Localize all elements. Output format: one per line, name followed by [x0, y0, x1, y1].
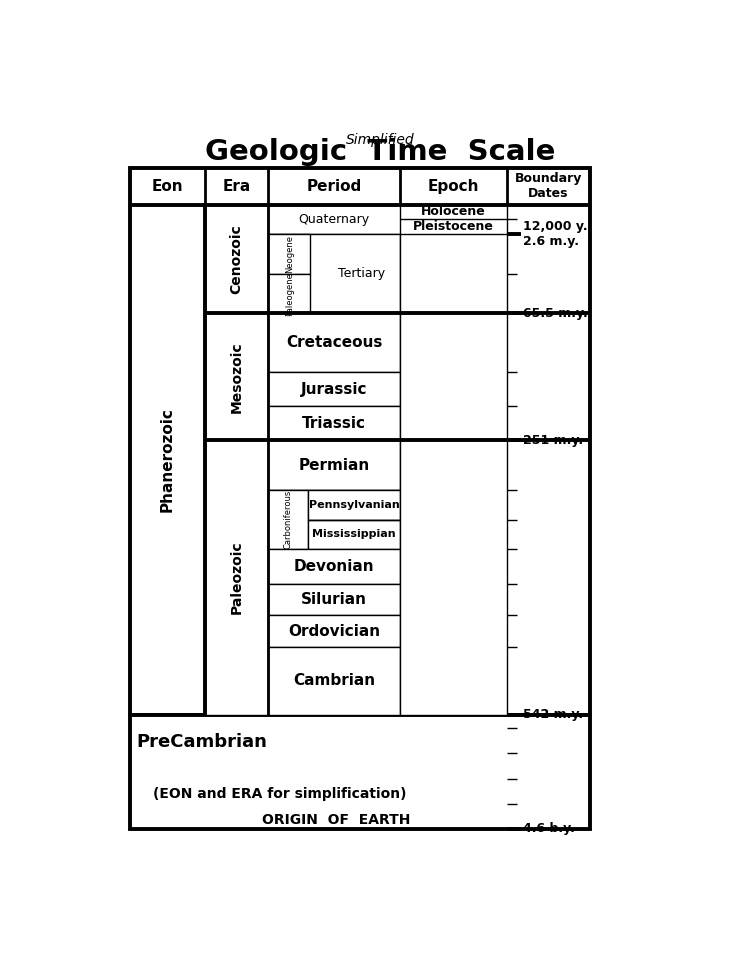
Text: Pennsylvanian: Pennsylvanian — [309, 500, 399, 510]
Bar — [308, 490, 401, 520]
Text: Epoch: Epoch — [428, 179, 479, 194]
Bar — [268, 205, 401, 234]
Text: 65.5 m.y.: 65.5 m.y. — [523, 307, 588, 320]
Text: Paleogene: Paleogene — [285, 272, 294, 315]
Text: PreCambrian: PreCambrian — [136, 733, 267, 751]
Text: (EON and ERA for simplification): (EON and ERA for simplification) — [153, 787, 407, 801]
Text: Simplified: Simplified — [346, 133, 415, 147]
Text: Period: Period — [306, 179, 362, 194]
Text: Carboniferous: Carboniferous — [283, 490, 292, 549]
Text: Cretaceous: Cretaceous — [286, 336, 382, 351]
Text: Tertiary: Tertiary — [338, 268, 385, 280]
Text: Neogene: Neogene — [285, 235, 294, 272]
Text: Permian: Permian — [298, 458, 370, 472]
Text: Quaternary: Quaternary — [299, 213, 370, 226]
Text: Pleistocene: Pleistocene — [413, 220, 494, 233]
Text: Cambrian: Cambrian — [293, 673, 375, 688]
Text: Silurian: Silurian — [301, 592, 367, 607]
Text: 542 m.y.: 542 m.y. — [523, 708, 583, 721]
Bar — [130, 715, 590, 829]
Bar — [268, 616, 401, 647]
Text: Cenozoic: Cenozoic — [229, 224, 243, 293]
Text: Mississippian: Mississippian — [312, 530, 396, 539]
Text: Paleozoic: Paleozoic — [229, 540, 243, 614]
Text: Phanerozoic: Phanerozoic — [160, 407, 175, 512]
Text: Geologic  Time  Scale: Geologic Time Scale — [205, 138, 556, 165]
Bar — [268, 314, 401, 373]
Text: Devonian: Devonian — [294, 559, 375, 574]
Text: Boundary
Dates: Boundary Dates — [515, 172, 582, 200]
Bar — [130, 167, 590, 715]
Bar — [401, 440, 507, 715]
Bar — [268, 234, 401, 314]
Bar — [268, 234, 310, 273]
Bar — [308, 520, 401, 549]
Bar — [268, 490, 308, 549]
Bar — [205, 205, 268, 314]
Text: Holocene: Holocene — [421, 206, 486, 218]
Bar — [205, 440, 268, 715]
Text: Era: Era — [223, 179, 251, 194]
Bar — [268, 373, 401, 406]
Text: 12,000 y.
2.6 m.y.: 12,000 y. 2.6 m.y. — [523, 220, 588, 248]
Text: 251 m.y.: 251 m.y. — [523, 434, 583, 446]
Bar — [268, 273, 310, 314]
Bar — [268, 406, 401, 440]
Bar — [268, 583, 401, 616]
Bar — [268, 647, 401, 715]
Bar — [268, 490, 401, 549]
Bar — [401, 234, 507, 314]
Bar — [401, 314, 507, 440]
Bar — [205, 314, 268, 440]
Text: Triassic: Triassic — [302, 416, 367, 430]
Text: Mesozoic: Mesozoic — [229, 341, 243, 413]
Bar — [268, 440, 401, 490]
Text: Eon: Eon — [151, 179, 183, 194]
Text: ORIGIN  OF  EARTH: ORIGIN OF EARTH — [261, 813, 410, 827]
Text: Ordovician: Ordovician — [288, 623, 381, 639]
Bar — [268, 549, 401, 583]
Text: Jurassic: Jurassic — [301, 381, 367, 397]
Text: 4.6 b.y.: 4.6 b.y. — [523, 822, 575, 836]
